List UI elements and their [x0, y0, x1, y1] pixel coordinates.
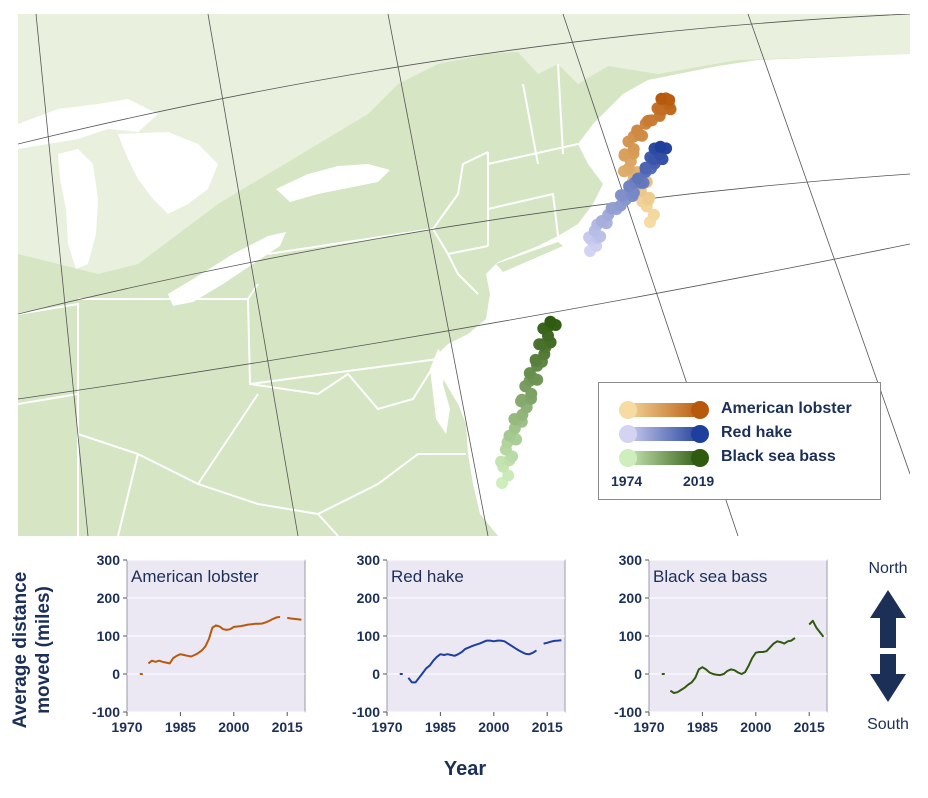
legend-start-dot: [619, 401, 637, 419]
chart-title: American lobster: [131, 567, 259, 586]
series-line: [287, 616, 302, 621]
graticule: [18, 14, 910, 536]
legend-start-dot: [619, 449, 637, 467]
map-dot-black-sea-bass: [544, 315, 557, 328]
chart-panel-black-sea-bass: 300 200 100 0 -100 1970 1985 2000 2015 Black sea …: [604, 552, 834, 752]
legend-start-year: 1974: [611, 473, 643, 489]
map-dot-american-lobster: [618, 148, 631, 161]
long-island: [496, 242, 563, 272]
north-label: North: [868, 560, 908, 577]
y-tick-label: 300: [619, 552, 643, 568]
series-line: [407, 639, 538, 684]
species-location-dots: [495, 92, 677, 489]
y-tick-label: 300: [97, 552, 121, 568]
chesapeake-bay: [430, 349, 450, 434]
y-tick-label: 200: [97, 590, 121, 606]
map-dot-black-sea-bass: [515, 393, 528, 406]
map-dot-red-hake: [654, 140, 667, 153]
y-axis-title-text: Average distance moved (miles): [10, 571, 54, 729]
legend-end-dot: [691, 425, 709, 443]
direction-indicator: North South: [852, 556, 924, 746]
map-dot-american-lobster: [647, 208, 660, 221]
x-tick-label: 2000: [218, 719, 249, 735]
x-tick-label: 1985: [425, 719, 456, 735]
x-tick-label: 1970: [633, 719, 664, 735]
y-tick-label: 200: [619, 590, 643, 606]
chart-title: Red hake: [391, 567, 464, 586]
map-dot-american-lobster: [643, 191, 656, 204]
map-dot-american-lobster: [655, 92, 668, 105]
map-dot-red-hake: [639, 161, 652, 174]
x-tick-label: 2000: [478, 719, 509, 735]
y-tick-label: -100: [614, 704, 642, 720]
chart-panel-red-hake: 300 200 100 0 -100 1970 1985 2000 2015 Red hake: [342, 552, 572, 752]
y-tick-label: 100: [357, 628, 381, 644]
y-tick-label: 100: [619, 628, 643, 644]
x-tick-label: 1970: [371, 719, 402, 735]
y-tick-label: -100: [352, 704, 380, 720]
legend-gradient-black-sea-bass: [623, 451, 703, 465]
map-dot-black-sea-bass: [523, 367, 536, 380]
x-tick-label: 2015: [532, 719, 563, 735]
legend-label: American lobster: [721, 400, 852, 417]
map-panel: American lobster Red hake Black sea bass…: [18, 14, 910, 536]
map-dot-red-hake: [616, 189, 629, 202]
y-tick-label: 0: [372, 666, 380, 682]
x-tick-label: 2000: [740, 719, 771, 735]
y-tick-label: 200: [357, 590, 381, 606]
y-tick-label: -100: [92, 704, 120, 720]
x-tick-label: 2015: [794, 719, 825, 735]
x-tick-label: 1985: [165, 719, 196, 735]
series-line: [808, 619, 825, 638]
map-dot-red-hake: [605, 202, 618, 215]
legend-row-red-hake: Red hake: [619, 423, 879, 445]
map-legend: American lobster Red hake Black sea bass…: [598, 382, 881, 500]
y-tick-label: 300: [357, 552, 381, 568]
state-borders: [18, 63, 579, 536]
map-dot-american-lobster: [631, 124, 644, 137]
y-axis-title: Average distance moved (miles): [10, 556, 54, 744]
map-dot-black-sea-bass: [529, 353, 542, 366]
y-tick-label: 100: [97, 628, 121, 644]
x-axis-title: Year: [443, 758, 487, 780]
legend-end-dot: [691, 401, 709, 419]
north-arrow-icon: [870, 590, 906, 648]
legend-gradient-american-lobster: [623, 403, 703, 417]
map-dot-black-sea-bass: [502, 469, 515, 482]
legend-label: Red hake: [721, 424, 793, 441]
south-arrow-icon: [870, 654, 906, 702]
lake-ontario: [276, 164, 390, 202]
legend-row-black-sea-bass: Black sea bass: [619, 447, 879, 469]
x-tick-label: 1985: [687, 719, 718, 735]
x-tick-label: 2015: [272, 719, 303, 735]
series-line: [543, 639, 562, 645]
canada-land: [18, 14, 910, 274]
map-dot-american-lobster: [643, 114, 656, 127]
x-tick-label: 1970: [111, 719, 142, 735]
series-line: [669, 637, 796, 694]
lake-superior: [18, 99, 158, 149]
south-label: South: [867, 716, 909, 733]
chart-title: Black sea bass: [653, 567, 767, 586]
legend-row-american-lobster: American lobster: [619, 399, 879, 421]
series-line: [147, 616, 281, 665]
y-tick-label: 0: [634, 666, 642, 682]
lake-huron: [118, 132, 218, 214]
legend-end-year: 2019: [683, 473, 715, 489]
legend-label: Black sea bass: [721, 448, 836, 465]
chart-panel-american-lobster: 300 200 100 0 -100 1970 1985 2000 2015 American l…: [82, 552, 312, 752]
lake-michigan: [58, 149, 98, 269]
legend-end-dot: [691, 449, 709, 467]
direction-arrows: [870, 590, 906, 702]
legend-start-dot: [619, 425, 637, 443]
legend-gradient-red-hake: [623, 427, 703, 441]
y-tick-label: 0: [112, 666, 120, 682]
lake-erie: [168, 232, 286, 306]
